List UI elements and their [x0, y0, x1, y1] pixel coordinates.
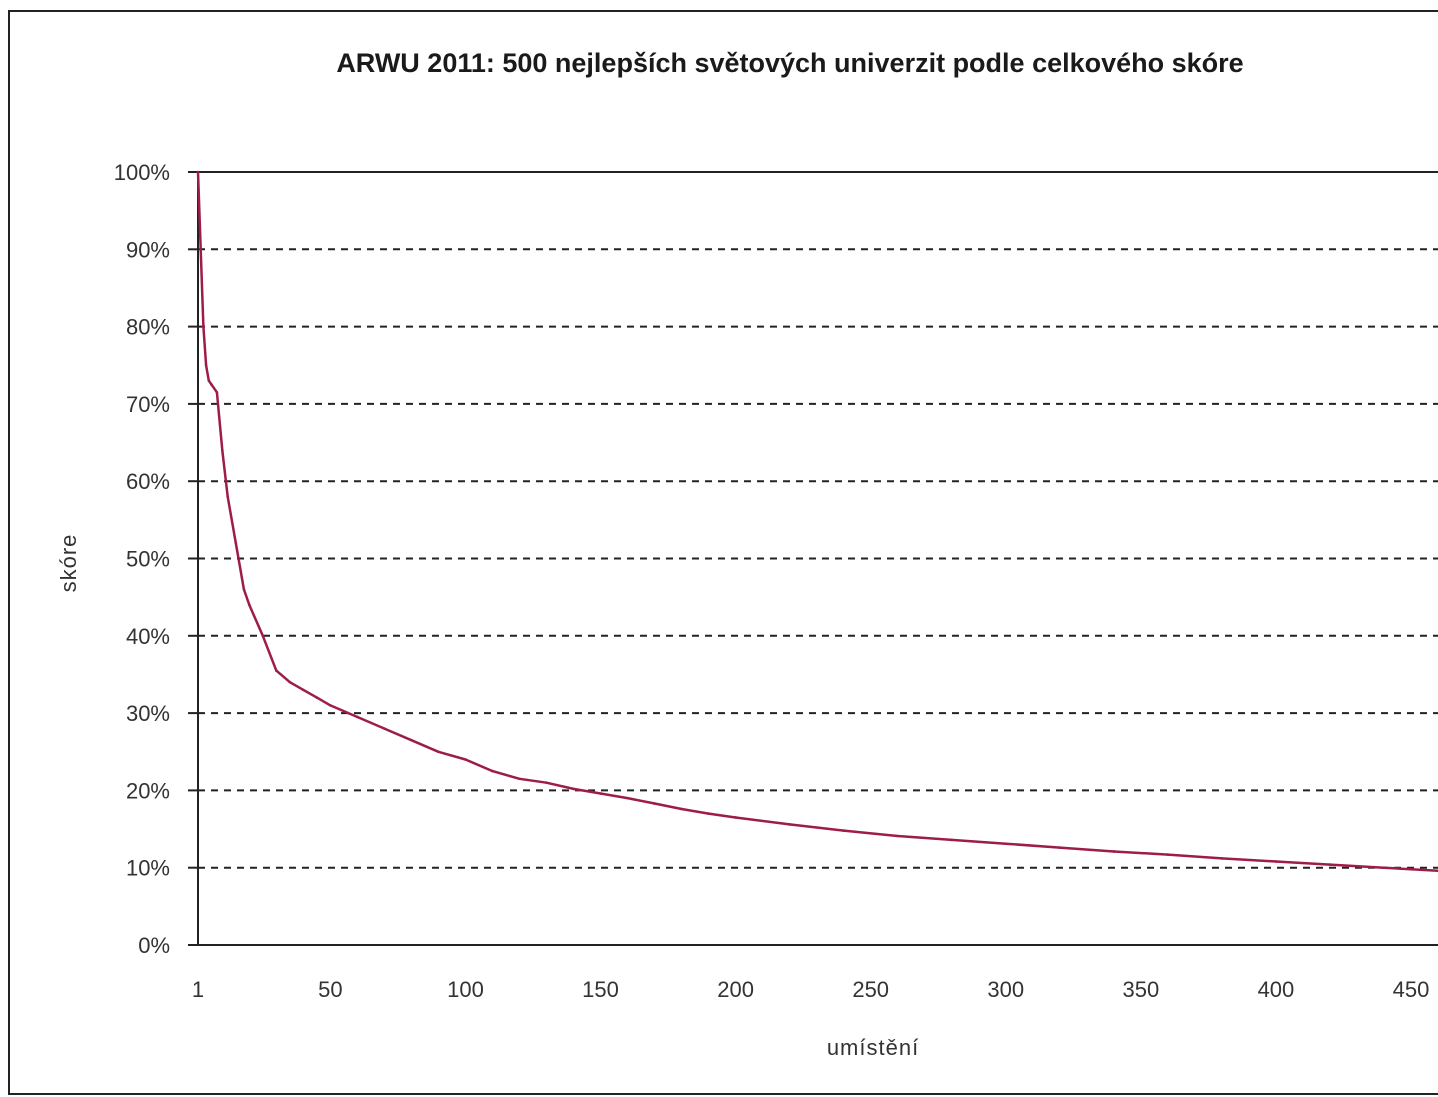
y-axis-ticks: 0% 10% 20% 30% 40% 50% 60% 70% 80% 90% 100% — [114, 160, 198, 958]
data-point — [950, 838, 954, 842]
x-tick-label: 350 — [1122, 977, 1159, 1002]
data-point — [1166, 853, 1170, 856]
data-point — [464, 758, 467, 761]
data-point — [356, 715, 359, 719]
data-point — [329, 704, 332, 707]
series-line — [196, 171, 1438, 873]
data-point — [410, 738, 413, 742]
data-point — [1274, 860, 1278, 863]
data-point — [215, 391, 219, 394]
series-group — [196, 170, 1438, 873]
data-point — [1220, 857, 1224, 860]
x-tick-label: 200 — [717, 977, 754, 1002]
data-point — [572, 787, 575, 791]
data-point — [653, 802, 656, 805]
data-point — [491, 769, 494, 773]
data-point — [261, 634, 265, 638]
data-point — [383, 727, 386, 730]
y-tick-label: 10% — [126, 856, 170, 881]
y-tick-label: 50% — [126, 547, 170, 572]
data-point — [788, 823, 791, 826]
data-point — [210, 383, 213, 386]
x-tick-label: 100 — [447, 977, 484, 1002]
x-tick-label: 50 — [318, 977, 342, 1002]
data-point — [204, 363, 208, 367]
data-point — [196, 170, 200, 174]
data-point — [288, 680, 292, 684]
y-tick-label: 60% — [126, 469, 170, 494]
chart-title: ARWU 2011: 500 nejlepších světových univ… — [336, 48, 1243, 78]
y-tick-label: 90% — [126, 237, 170, 262]
data-point — [221, 448, 224, 452]
data-point — [842, 829, 845, 832]
data-point — [242, 588, 246, 591]
data-point — [199, 248, 203, 251]
y-tick-label: 20% — [126, 778, 170, 803]
data-point — [1058, 846, 1062, 849]
y-tick-label: 30% — [126, 701, 170, 726]
data-point — [680, 807, 683, 811]
data-point — [545, 781, 548, 784]
data-point — [896, 834, 900, 838]
data-point — [234, 541, 238, 545]
data-point — [437, 750, 440, 754]
data-point — [1004, 842, 1008, 846]
data-point — [1328, 863, 1332, 866]
y-tick-label: 70% — [126, 392, 170, 417]
x-tick-label: 1 — [192, 977, 204, 1002]
x-axis-label: umístění — [827, 1035, 919, 1060]
data-point — [1382, 866, 1386, 869]
y-tick-label: 100% — [114, 160, 170, 185]
x-tick-label: 150 — [582, 977, 619, 1002]
y-axis-label: skóre — [56, 534, 81, 593]
x-axis-ticks: 1 50 100 150 200 250 300 350 400 450 — [192, 977, 1429, 1002]
x-tick-label: 450 — [1393, 977, 1430, 1002]
data-point — [626, 796, 629, 800]
gridlines — [198, 248, 1438, 869]
y-tick-label: 40% — [126, 624, 170, 649]
data-point — [315, 696, 319, 699]
data-point — [275, 669, 278, 672]
data-point — [248, 603, 251, 607]
y-tick-label: 0% — [138, 933, 170, 958]
data-point — [302, 688, 305, 692]
data-point — [734, 816, 737, 819]
x-tick-label: 300 — [987, 977, 1024, 1002]
chart-frame — [8, 10, 1438, 1095]
data-point — [207, 379, 211, 383]
x-tick-label: 250 — [852, 977, 889, 1002]
data-point — [599, 792, 602, 795]
data-point — [226, 495, 230, 498]
y-tick-label: 80% — [126, 315, 170, 340]
data-point — [202, 325, 205, 328]
data-point — [1112, 850, 1116, 853]
data-point — [707, 812, 710, 815]
data-point — [518, 777, 521, 781]
x-tick-label: 400 — [1258, 977, 1295, 1002]
